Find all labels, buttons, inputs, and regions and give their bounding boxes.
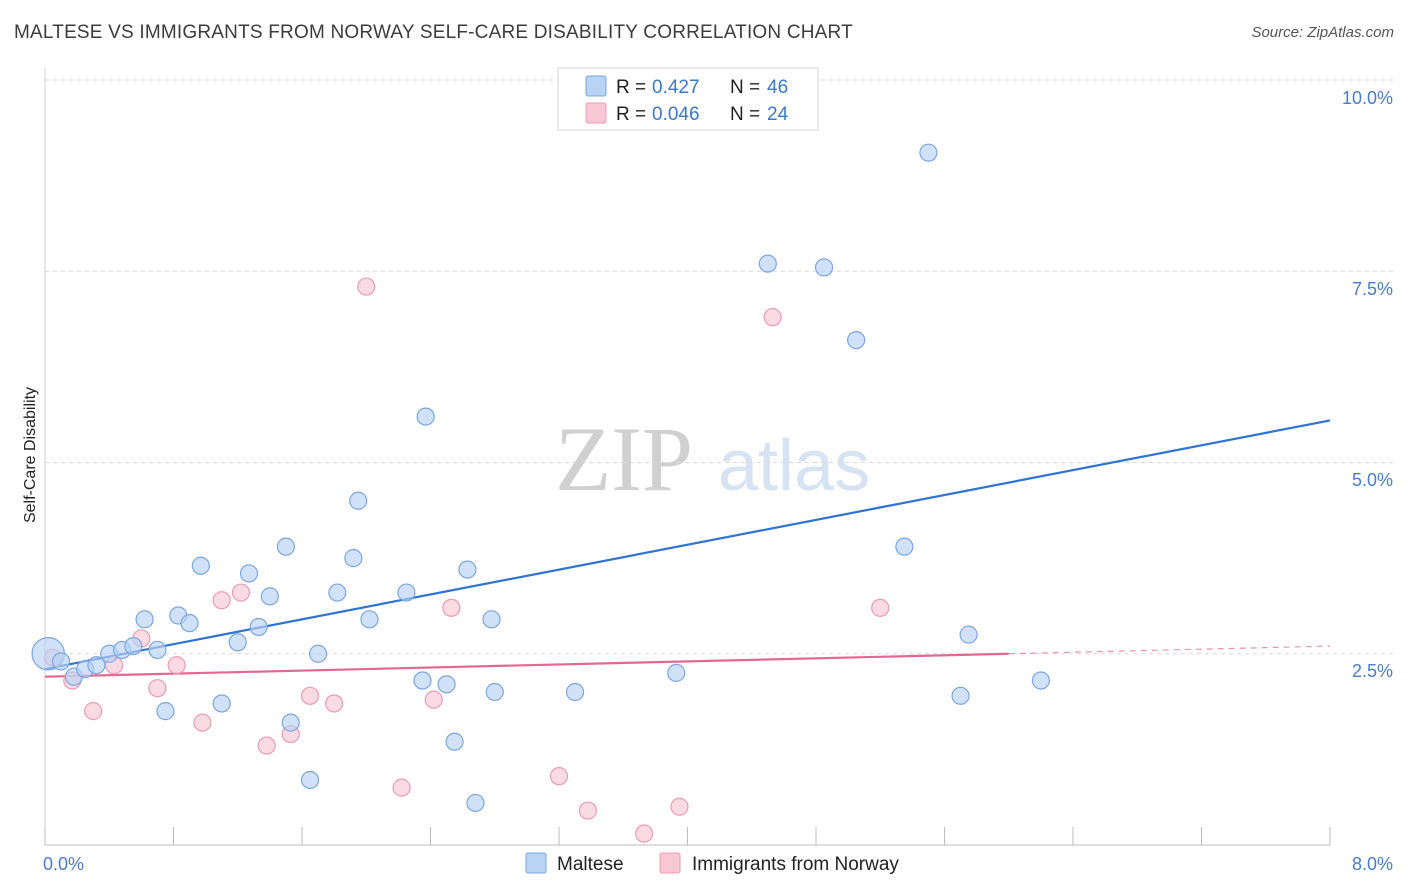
point-maltese-22 [308,644,328,663]
point-maltese-9 [148,640,167,660]
point-maltese-12 [180,614,199,633]
point-maltese-25 [349,491,368,510]
legend-r-value-maltese: 0.427 [652,77,700,98]
point-maltese-31 [445,732,464,751]
bottom-legend-swatch-norway [659,852,681,874]
y-tick-label-7-5: 7.5% [1352,279,1393,299]
point-maltese-43 [951,686,970,705]
point-maltese-15 [228,633,247,652]
point-maltese-39 [814,258,834,277]
point-norway-9 [231,583,251,602]
point-maltese-14 [212,694,231,713]
point-maltese-38 [758,254,777,273]
legend-r-label-norway: R = [616,104,646,125]
point-norway-15 [392,778,411,797]
legend-swatch-maltese [585,75,607,97]
point-maltese-32 [458,560,477,579]
point-maltese-41 [895,537,914,556]
point-maltese-37 [667,663,686,682]
point-maltese-30 [437,675,456,694]
point-maltese-18 [260,587,279,606]
y-tick-label-10-0: 10.0% [1342,88,1393,108]
point-maltese-13 [191,556,210,575]
y-axis-label: Self-Care Disability [22,387,39,523]
point-maltese-45 [1031,671,1050,690]
point-norway-19 [578,801,598,820]
x-tick-label-min: 0.0% [43,854,84,874]
bottom-legend-swatch-maltese [525,852,547,874]
point-maltese-36 [565,682,585,702]
legend-box: R = 0.427 N = 46 R = 0.046 N = 24 [557,67,819,131]
legend-r-label-maltese: R = [616,77,646,98]
legend-n-label-maltese: N = [730,77,760,98]
point-maltese-24 [344,549,363,568]
axes [44,68,1331,846]
legend-n-value-maltese: 46 [767,77,788,98]
point-maltese-23 [328,583,347,602]
point-maltese-4 [87,656,106,675]
point-norway-6 [167,656,186,675]
point-maltese-7 [124,636,143,656]
point-norway-13 [325,694,344,713]
point-maltese-42 [919,143,938,162]
point-norway-17 [442,598,461,617]
point-maltese-10 [156,702,175,721]
legend-swatch-norway [585,102,607,124]
point-norway-8 [212,591,231,610]
trend-line-norway-extension [1008,645,1331,655]
point-maltese-27 [397,583,416,602]
data-points [31,143,1050,843]
watermark-zip: ZIP [555,408,693,510]
point-maltese-40 [847,331,866,350]
chart-source: Source: ZipAtlas.com [1251,24,1394,41]
point-norway-23 [871,598,890,617]
point-maltese-28 [413,671,432,690]
point-norway-2 [84,702,103,721]
legend-n-value-norway: 24 [767,104,789,125]
point-norway-14 [357,277,376,296]
watermark-atlas: atlas [718,426,870,506]
point-maltese-35 [485,682,504,702]
point-norway-20 [635,824,654,843]
point-maltese-16 [239,564,259,583]
point-norway-7 [193,713,212,732]
point-maltese-29 [416,407,435,426]
grid-lines [45,79,1393,655]
point-maltese-21 [300,770,320,790]
point-norway-18 [549,767,569,786]
legend-r-value-norway: 0.046 [652,104,700,125]
point-maltese-26 [360,610,379,629]
bottom-legend-label-norway: Immigrants from Norway [692,854,899,875]
trend-line-norway [44,652,1009,678]
point-maltese-33 [466,793,485,813]
bottom-legend: Maltese Immigrants from Norway [525,852,899,875]
point-maltese-1 [51,652,71,671]
point-maltese-34 [482,610,501,629]
chart-title: MALTESE VS IMMIGRANTS FROM NORWAY SELF-C… [14,22,853,43]
y-tick-label-2-5: 2.5% [1352,661,1393,681]
y-tick-label-5-0: 5.0% [1352,470,1393,490]
point-maltese-20 [281,713,300,732]
point-norway-12 [300,686,320,705]
x-tick-label-max: 8.0% [1352,854,1393,874]
point-norway-22 [763,308,782,327]
point-norway-5 [148,679,167,698]
point-maltese-17 [249,617,268,637]
bottom-legend-label-maltese: Maltese [557,854,624,875]
point-maltese-8 [135,610,154,629]
legend-n-label-norway: N = [730,104,760,125]
point-maltese-44 [959,625,978,644]
point-norway-16 [424,690,443,709]
point-norway-21 [670,797,689,816]
point-norway-10 [257,736,276,755]
point-maltese-19 [276,537,296,556]
